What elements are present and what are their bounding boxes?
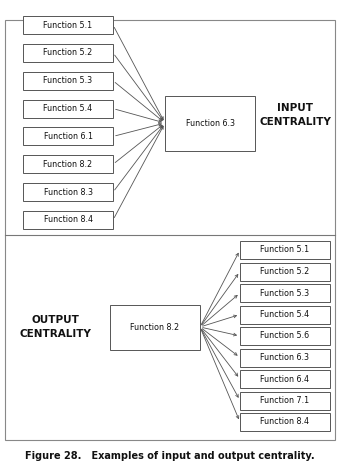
Bar <box>110 305 200 350</box>
Text: Function 8.4: Function 8.4 <box>44 216 92 225</box>
Bar <box>240 327 330 345</box>
Text: OUTPUT
CENTRALITY: OUTPUT CENTRALITY <box>19 315 91 338</box>
Text: INPUT
CENTRALITY: INPUT CENTRALITY <box>259 103 331 126</box>
Text: Function 5.6: Function 5.6 <box>260 331 309 340</box>
Bar <box>240 370 330 388</box>
Text: Function 5.4: Function 5.4 <box>44 104 92 113</box>
Bar <box>240 284 330 302</box>
Text: Function 5.2: Function 5.2 <box>44 48 92 57</box>
Text: Function 5.3: Function 5.3 <box>44 76 92 85</box>
Text: Function 6.1: Function 6.1 <box>44 132 92 141</box>
Bar <box>23 211 113 229</box>
Bar <box>240 263 330 281</box>
Text: Function 6.3: Function 6.3 <box>186 118 235 127</box>
Text: Function 5.1: Function 5.1 <box>260 245 309 254</box>
Bar <box>23 44 113 62</box>
Text: Function 7.1: Function 7.1 <box>260 396 309 405</box>
Text: Function 5.1: Function 5.1 <box>44 21 92 30</box>
Text: Function 5.4: Function 5.4 <box>260 310 309 319</box>
Text: Function 8.3: Function 8.3 <box>44 188 92 196</box>
Bar <box>23 16 113 34</box>
Text: Function 5.3: Function 5.3 <box>260 289 309 298</box>
Bar <box>240 241 330 259</box>
Bar <box>240 392 330 409</box>
Text: Function 6.4: Function 6.4 <box>260 375 309 384</box>
Bar <box>240 413 330 431</box>
Bar <box>165 95 255 150</box>
Bar <box>240 348 330 367</box>
Bar <box>23 72 113 90</box>
Text: Function 6.3: Function 6.3 <box>260 353 309 362</box>
Bar <box>23 183 113 201</box>
Text: Function 8.2: Function 8.2 <box>131 322 180 331</box>
Bar <box>23 127 113 145</box>
Text: Function 8.4: Function 8.4 <box>260 417 309 426</box>
Text: Figure 28.   Examples of input and output centrality.: Figure 28. Examples of input and output … <box>25 451 315 461</box>
Bar <box>5 20 335 440</box>
Text: Function 5.2: Function 5.2 <box>260 267 310 276</box>
Bar <box>23 155 113 173</box>
Bar <box>23 100 113 118</box>
Text: Function 8.2: Function 8.2 <box>44 160 92 169</box>
Bar <box>240 306 330 323</box>
